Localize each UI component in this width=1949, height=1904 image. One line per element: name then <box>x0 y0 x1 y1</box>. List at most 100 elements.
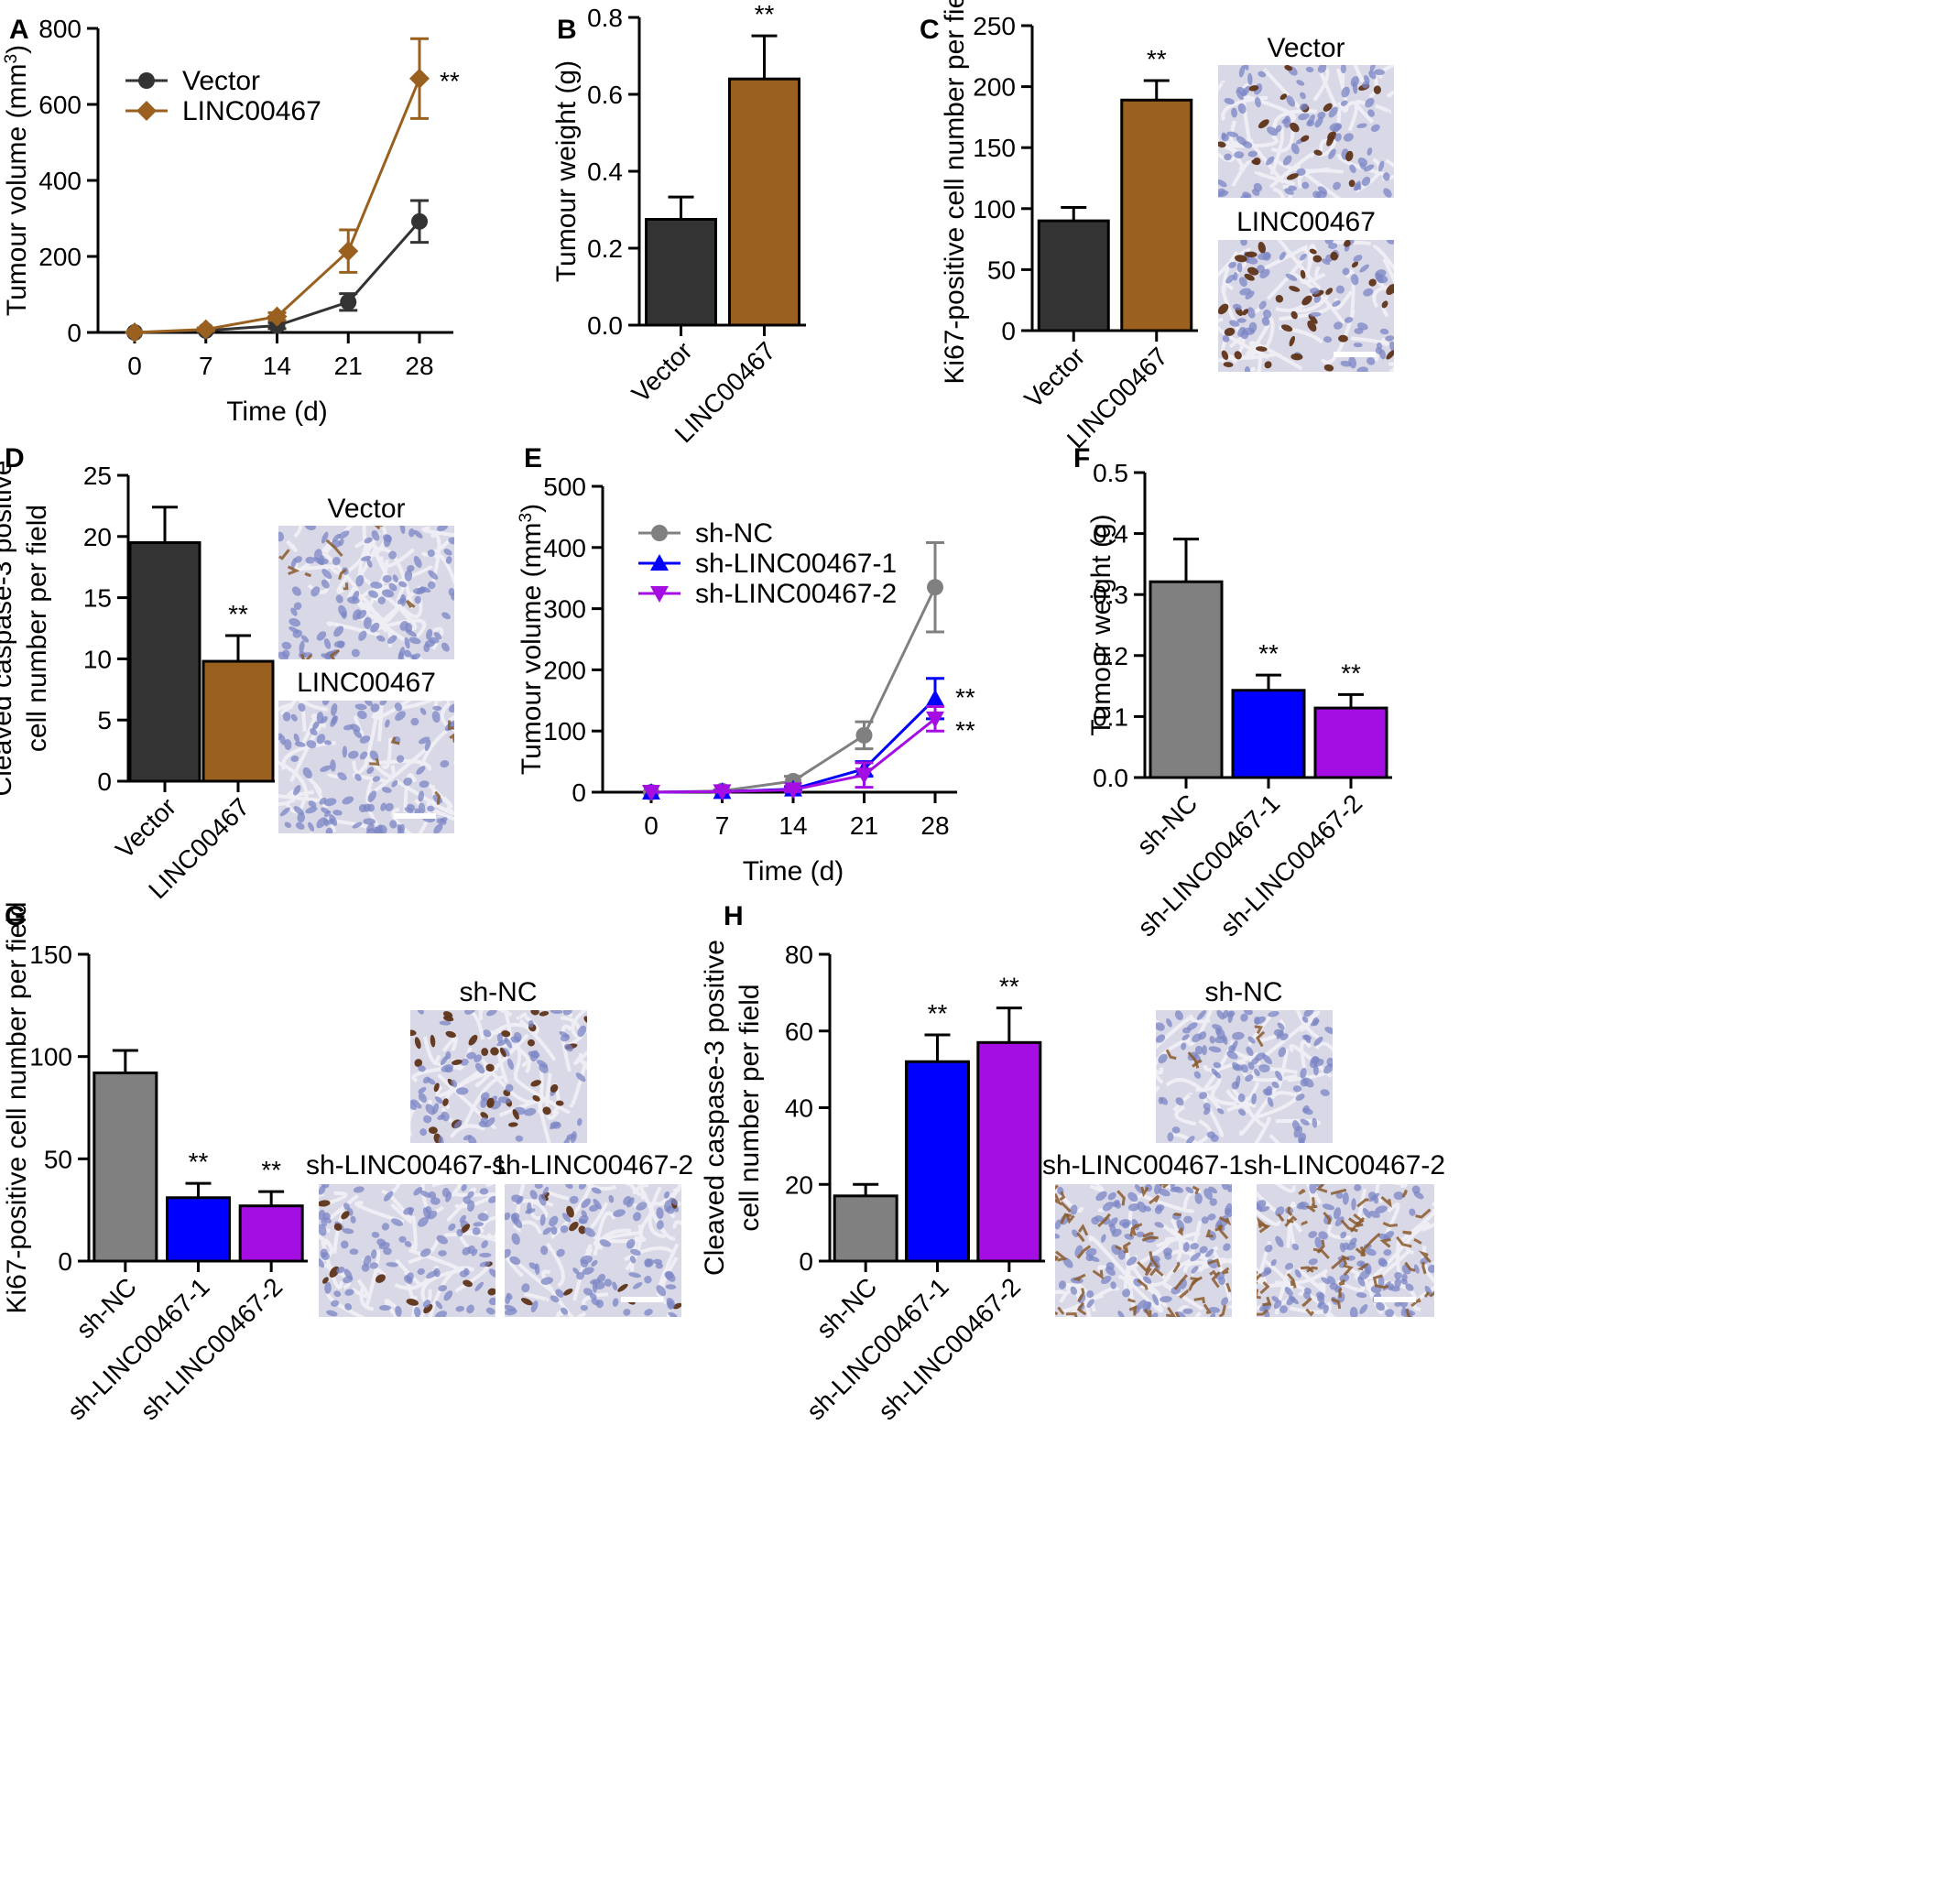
fibre <box>1297 1268 1326 1293</box>
nucleus <box>591 1187 602 1194</box>
nucleus <box>1246 1046 1254 1057</box>
nucleus <box>1072 1229 1079 1237</box>
nucleus <box>1216 1028 1225 1039</box>
nucleus <box>1055 1219 1062 1230</box>
caspase-stain <box>1188 1276 1203 1291</box>
caspase-stain <box>1192 1059 1203 1068</box>
y-tick-label: 0 <box>97 767 112 796</box>
nucleus <box>368 590 378 598</box>
nucleus <box>1324 1027 1333 1035</box>
bar-sh-NC <box>833 1194 898 1263</box>
fibre <box>381 1184 401 1196</box>
nucleus <box>406 1272 414 1282</box>
nucleus <box>508 1122 518 1127</box>
nucleus <box>1156 1022 1165 1031</box>
nucleus <box>593 1198 602 1210</box>
nucleus <box>580 1259 589 1268</box>
fibre <box>626 1184 642 1197</box>
fibre <box>351 1278 369 1299</box>
caspase-stain <box>369 758 380 766</box>
nucleus <box>1424 1285 1433 1297</box>
nucleus <box>427 805 435 812</box>
panel-F: F 0.0 0.1 0.2 0.3 0.4 0.5 sh-NC ** sh-LINC00467-1… <box>1073 443 1392 942</box>
nucleus <box>509 1256 521 1265</box>
nucleus <box>1259 268 1270 279</box>
nucleus <box>324 1281 332 1294</box>
nucleus <box>416 766 426 775</box>
fibre <box>427 783 453 809</box>
nucleus <box>1225 274 1236 284</box>
nucleus <box>483 1029 492 1038</box>
caspase-stain <box>1141 1235 1159 1242</box>
fibre <box>447 714 454 765</box>
nucleus <box>1221 1184 1230 1191</box>
nucleus <box>513 1031 522 1042</box>
nucleus <box>410 717 419 726</box>
nucleus <box>354 703 367 711</box>
nucleus <box>418 790 424 802</box>
nucleus <box>343 1202 351 1211</box>
nucleus <box>1243 1010 1253 1016</box>
nucleus <box>418 1065 426 1072</box>
micrograph-image <box>1156 1010 1333 1143</box>
nucleus <box>1218 141 1226 148</box>
nucleus <box>419 1248 431 1257</box>
nucleus <box>424 639 436 647</box>
legend-marker <box>136 101 157 121</box>
y-tick-label: 25 <box>83 462 112 490</box>
nucleus <box>1370 124 1380 132</box>
nucleus <box>336 1266 345 1274</box>
fibre <box>286 539 298 552</box>
nucleus <box>629 1256 637 1264</box>
nucleus <box>1313 1036 1323 1047</box>
micrograph-G-sh-LINC00467-2: sh-LINC00467-2 <box>492 1150 693 1317</box>
fibre <box>319 1228 331 1233</box>
nucleus <box>1298 113 1310 121</box>
nucleus <box>319 1258 325 1268</box>
y-tick-label: 200 <box>38 243 82 271</box>
nucleus <box>1349 1306 1358 1317</box>
fibre <box>1297 169 1345 189</box>
nucleus <box>1266 156 1275 166</box>
nucleus <box>383 1247 392 1256</box>
caspase-stain <box>1218 1305 1226 1317</box>
nucleus <box>1229 320 1240 327</box>
nucleus <box>1284 1287 1293 1297</box>
nucleus <box>1143 1276 1152 1284</box>
nucleus <box>566 1133 576 1140</box>
nucleus <box>540 1246 549 1256</box>
nucleus <box>1296 1202 1306 1210</box>
fibre <box>441 1106 452 1123</box>
y-tick-label: 100 <box>543 717 586 745</box>
y-tick-label: 100 <box>29 1043 72 1072</box>
fibre <box>325 1292 366 1317</box>
nucleus <box>278 531 285 542</box>
caspase-stain <box>1298 1188 1306 1195</box>
nucleus <box>364 537 373 544</box>
nucleus <box>1227 1011 1234 1023</box>
nucleus <box>663 1191 670 1199</box>
axis-title-line: Cleaved caspase-3 positive <box>0 461 17 797</box>
fibre <box>648 1186 666 1239</box>
nucleus <box>529 1190 538 1200</box>
nucleus <box>556 1248 565 1257</box>
nucleus <box>384 1191 394 1202</box>
nucleus <box>1228 261 1236 268</box>
nucleus <box>1209 1036 1215 1044</box>
data-point <box>784 782 802 800</box>
nucleus <box>1342 1242 1350 1250</box>
nucleus <box>488 1297 495 1306</box>
y-tick-label: 50 <box>44 1145 72 1173</box>
nucleus <box>282 712 291 722</box>
nucleus <box>583 1288 593 1296</box>
nucleus <box>580 1304 588 1311</box>
nucleus <box>1258 300 1267 310</box>
nucleus <box>1187 1022 1198 1030</box>
fibre <box>440 702 454 733</box>
fibre <box>1390 1184 1408 1189</box>
nucleus <box>344 1289 354 1296</box>
nucleus <box>347 596 360 604</box>
data-point <box>642 785 660 801</box>
nucleus <box>350 1215 356 1224</box>
nucleus <box>386 1262 398 1268</box>
